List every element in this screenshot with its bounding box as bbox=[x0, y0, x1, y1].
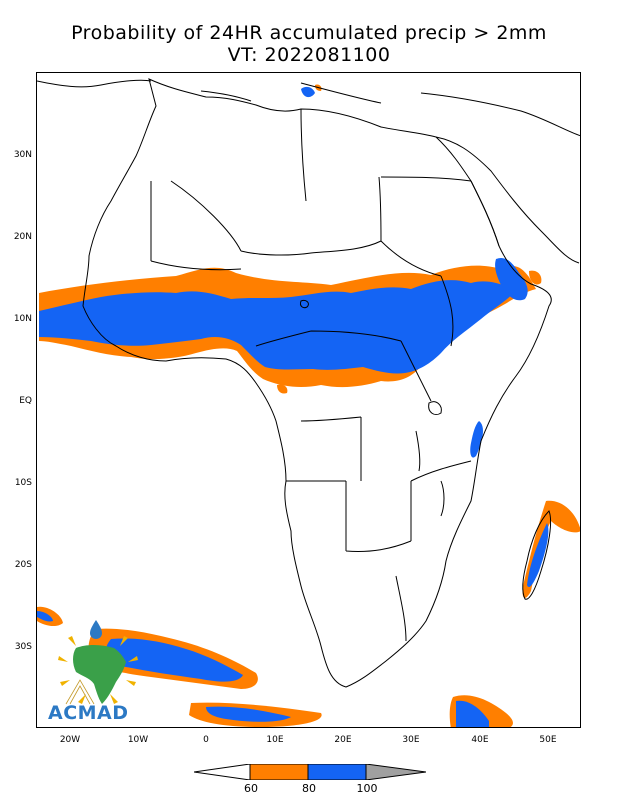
colorbar-above-100 bbox=[365, 764, 426, 780]
lat-label-10s: 10S bbox=[14, 478, 32, 488]
lat-label-20s: 20S bbox=[14, 560, 32, 570]
logo-pyramid-icon bbox=[65, 679, 95, 705]
lon-label-10e: 10E bbox=[266, 735, 284, 745]
lon-label-0: 0 bbox=[203, 735, 209, 745]
logo-drop-icon bbox=[90, 620, 102, 639]
precip-area-madagascar-blue bbox=[527, 523, 549, 588]
lon-label-20w: 20W bbox=[59, 735, 81, 745]
border-lines bbox=[150, 108, 472, 642]
colorbar-60-80 bbox=[249, 764, 309, 780]
madagascar-outline bbox=[522, 510, 552, 600]
precip-area-south2-blue bbox=[206, 706, 291, 722]
acmad-logo bbox=[58, 620, 138, 705]
lon-label-40e: 40E bbox=[471, 735, 489, 745]
valid-time-label: VT: 2022081100 bbox=[227, 44, 391, 66]
lake-malawi bbox=[440, 480, 445, 517]
precip-map bbox=[37, 78, 580, 727]
logo-africa-icon bbox=[73, 645, 126, 704]
lat-label-20n: 20N bbox=[13, 232, 32, 242]
precip-area-south-blue bbox=[105, 638, 243, 682]
precip-area-madagascar-orange bbox=[522, 500, 580, 598]
precip-area-kenya-coast bbox=[470, 421, 483, 458]
lat-label-10n: 10N bbox=[13, 314, 32, 324]
lon-label-50e: 50E bbox=[539, 735, 557, 745]
precip-area-congo-orange bbox=[277, 384, 288, 394]
precip-area-sw-blue bbox=[37, 611, 53, 622]
precip-area-se-blue bbox=[456, 700, 489, 727]
colorbar-label-60: 60 bbox=[244, 782, 258, 795]
red-sea-west bbox=[470, 180, 500, 247]
colorbar-label-100: 100 bbox=[356, 782, 378, 795]
probability-colorbar bbox=[194, 764, 426, 780]
precip-area-sahel-blue bbox=[39, 280, 516, 374]
colorbar-label-80: 80 bbox=[302, 782, 316, 795]
lake-chad bbox=[300, 300, 309, 309]
map-panel bbox=[36, 72, 581, 728]
lat-label-eq: EQ bbox=[19, 396, 32, 406]
lake-victoria bbox=[428, 401, 442, 416]
europe-coast bbox=[37, 79, 580, 137]
precip-area-europe-blue bbox=[301, 86, 315, 98]
lat-label-30s: 30S bbox=[14, 642, 32, 652]
africa-coastline bbox=[82, 78, 552, 688]
lake-tanganyika bbox=[415, 430, 421, 472]
arabia-coast bbox=[435, 136, 580, 264]
colorbar-80-100 bbox=[307, 764, 367, 780]
lon-label-10w: 10W bbox=[127, 735, 149, 745]
chart-title: Probability of 24HR accumulated precip >… bbox=[71, 22, 547, 44]
precip-area-gulf-orange bbox=[529, 270, 542, 285]
lon-label-30e: 30E bbox=[402, 735, 420, 745]
precip-area-ethiopia-blue bbox=[495, 257, 528, 301]
lat-label-30n: 30N bbox=[13, 150, 32, 160]
acmad-logo-text: ACMAD bbox=[48, 702, 129, 724]
colorbar-below-60 bbox=[194, 764, 251, 780]
lon-label-20e: 20E bbox=[334, 735, 352, 745]
